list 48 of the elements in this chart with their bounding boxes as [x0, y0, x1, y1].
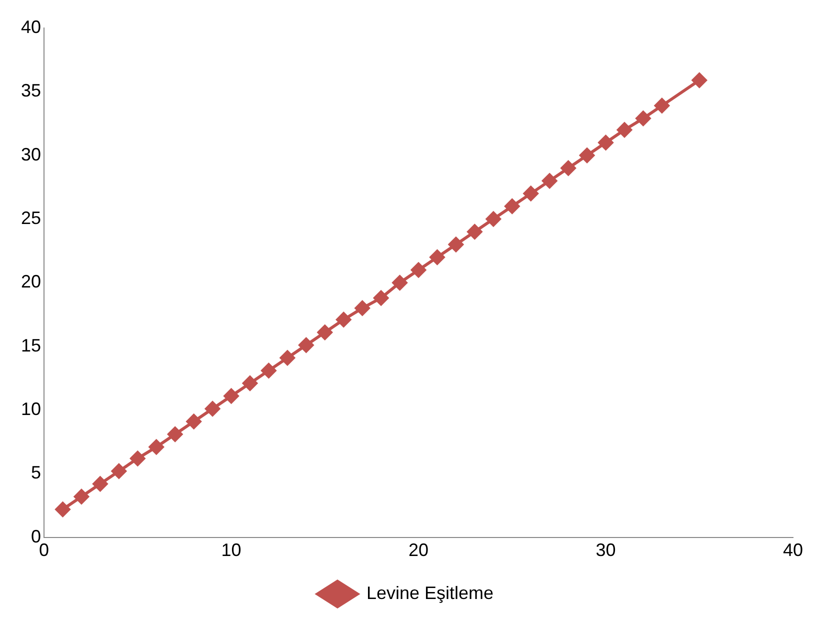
- y-tick-label: 25: [20, 208, 42, 228]
- y-tick-label: 30: [20, 144, 42, 164]
- point: [411, 262, 426, 278]
- point: [374, 290, 389, 306]
- point: [55, 502, 70, 517]
- point: [130, 450, 146, 466]
- point: [616, 122, 632, 138]
- point: [467, 224, 482, 240]
- point: [692, 72, 707, 88]
- x-tick-label: 40: [782, 540, 804, 560]
- x-tick-label: 20: [408, 540, 429, 560]
- legend-label: Levine Eşitleme: [366, 582, 494, 603]
- point: [392, 275, 408, 290]
- point: [504, 198, 520, 214]
- point: [636, 110, 651, 126]
- point: [205, 401, 220, 416]
- point: [280, 350, 295, 366]
- point: [74, 489, 89, 504]
- point: [111, 464, 126, 479]
- point: [654, 98, 670, 114]
- y-tick-label: 40: [20, 16, 42, 37]
- point: [298, 338, 314, 353]
- point: [354, 300, 370, 316]
- point: [542, 173, 558, 188]
- y-tick-label: 10: [20, 399, 42, 420]
- point: [261, 363, 276, 378]
- y-tick-label: 5: [31, 462, 42, 483]
- x-tick-label: 30: [596, 540, 616, 560]
- point: [186, 414, 202, 430]
- point: [486, 212, 501, 227]
- point: [168, 426, 183, 442]
- y-tick-label: 0: [31, 526, 42, 546]
- point: [317, 324, 332, 340]
- point: [448, 236, 464, 252]
- point: [598, 135, 614, 150]
- point: [336, 312, 352, 328]
- x-tick-label: 10: [221, 540, 242, 560]
- y-tick-label: 15: [20, 335, 42, 356]
- point: [242, 376, 258, 391]
- y-tick-label: 20: [20, 272, 42, 292]
- point: [523, 186, 538, 202]
- point: [148, 439, 164, 454]
- point: [92, 476, 108, 492]
- point: [580, 148, 595, 163]
- point: [560, 160, 576, 176]
- y-tick-label: 35: [20, 80, 42, 101]
- point: [224, 388, 239, 404]
- point: [430, 250, 445, 265]
